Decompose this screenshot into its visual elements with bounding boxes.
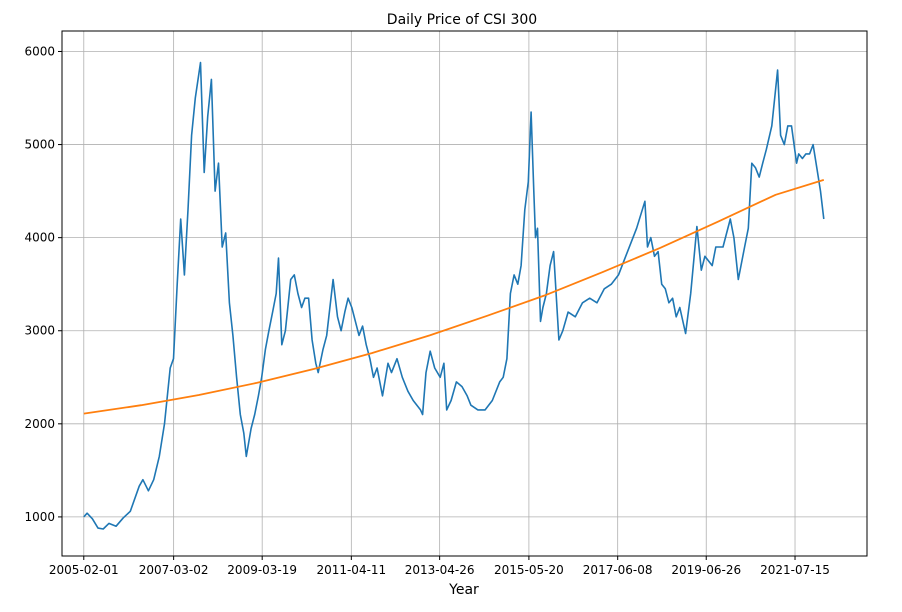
x-tick-label: 2019-06-26 [671,563,741,577]
y-tick-label: 6000 [24,44,55,58]
plot-frame [61,30,868,557]
x-tick-label: 2009-03-19 [227,563,297,577]
tick-layer: 2005-02-01 2007-03-02 2009-03-19 2011-04-11… [24,44,829,577]
y-tick-label: 4000 [24,231,55,245]
grid-layer [62,31,867,556]
x-tick-label: 2011-04-11 [316,563,386,577]
y-tick-label: 2000 [24,417,55,431]
x-tick-label: 2017-06-08 [583,563,653,577]
x-tick-label: 2013-04-26 [405,563,475,577]
x-tick-label: 2007-03-02 [139,563,209,577]
x-axis-label: Year [448,582,479,598]
x-tick-label: 2015-05-20 [494,563,564,577]
x-tick-label: 2005-02-01 [49,563,119,577]
trend-series-line [83,179,825,415]
series-layer [83,61,825,530]
y-tick-label: 3000 [24,324,55,338]
y-tick-label: 5000 [24,138,55,152]
y-tick-label: 1000 [24,510,55,524]
price-series-line [83,61,825,530]
chart-title: Daily Price of CSI 300 [387,12,537,28]
x-tick-label: 2021-07-15 [760,563,830,577]
